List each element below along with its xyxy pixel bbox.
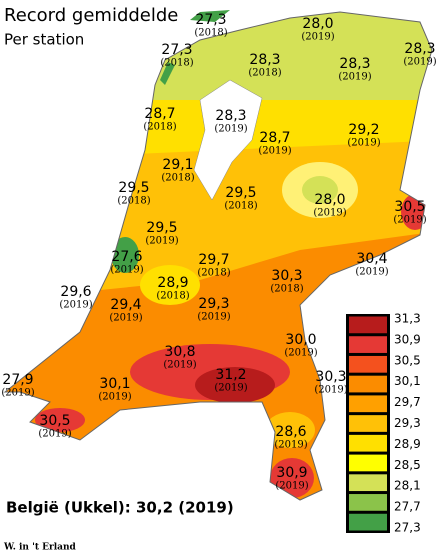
station-value: 28,3 [249, 52, 280, 68]
station-value: 27,9 [2, 372, 33, 388]
station-value: 29,6 [60, 284, 91, 300]
station-value: 29,5 [225, 185, 256, 201]
station-value: 28,0 [314, 192, 345, 208]
station-value: 30,0 [285, 332, 316, 348]
station-value: 29,4 [110, 297, 141, 313]
station-year: (2019) [214, 124, 247, 135]
station-year: (2019) [38, 429, 71, 440]
station-value: 28,0 [302, 16, 333, 32]
credit: W. in 't Erland [3, 543, 77, 553]
station-value: 28,7 [259, 130, 290, 146]
station-year: (2019) [275, 481, 308, 492]
station-year: (2019) [145, 236, 178, 247]
station-value: 31,2 [215, 367, 246, 383]
station-year: (2018) [161, 173, 194, 184]
station-value: 30,3 [315, 369, 346, 385]
station-value: 28,3 [215, 108, 246, 124]
legend-label: 29,3 [394, 416, 421, 430]
station-year: (2019) [274, 440, 307, 451]
station-year: (2018) [160, 58, 193, 69]
station-value: 29,2 [348, 122, 379, 138]
station-value: 27,3 [195, 12, 226, 28]
legend-label: 27,3 [394, 521, 421, 535]
station-year: (2019) [338, 72, 371, 83]
station-value: 28,6 [275, 424, 306, 440]
station-value: 29,5 [146, 220, 177, 236]
station-year: (2019) [59, 300, 92, 311]
station-year: (2019) [109, 313, 142, 324]
legend-label: 27,7 [394, 500, 421, 514]
station-value: 28,9 [157, 275, 188, 291]
legend-swatch [349, 415, 387, 432]
station-year: (2018) [270, 284, 303, 295]
station-value: 30,4 [356, 251, 387, 267]
station-year: (2019) [197, 312, 230, 323]
legend-label: 28,5 [394, 458, 421, 472]
station-value: 30,9 [276, 465, 307, 481]
legend-swatch [349, 395, 387, 413]
legend-swatch [349, 474, 387, 492]
station-value: 29,5 [118, 180, 149, 196]
station-value: 30,3 [271, 268, 302, 284]
station-year: (2019) [393, 215, 426, 226]
legend-swatch [349, 454, 387, 472]
legend-swatch [349, 316, 387, 334]
station-year: (2018) [197, 268, 230, 279]
belgium-note: België (Ukkel): 30,2 (2019) [6, 499, 234, 517]
station-year: (2019) [163, 360, 196, 371]
station-value: 28,3 [339, 56, 370, 72]
station-value: 29,7 [198, 252, 229, 268]
station-year: (2018) [156, 291, 189, 302]
legend-label: 28,1 [394, 479, 421, 493]
legend-swatch [349, 434, 387, 452]
station-value: 29,1 [162, 157, 193, 173]
station-value: 28,3 [404, 41, 435, 57]
legend: 31,3 30,9 30,5 30,1 29,7 29,3 28,9 28,5 28,1 27,7… [346, 312, 421, 535]
subtitle: Per station [4, 31, 84, 49]
station-value: 30,5 [394, 199, 425, 215]
station-year: (2019) [314, 385, 347, 396]
station-year: (2019) [110, 265, 143, 276]
border [3, 11, 433, 501]
station-year: (2018) [117, 196, 150, 207]
legend-swatch [349, 355, 387, 373]
station-year: (2019) [347, 138, 380, 149]
station-value: 30,8 [164, 344, 195, 360]
legend-label: 30,1 [394, 374, 421, 388]
station-year: (2019) [98, 392, 131, 403]
station-year: (2018) [143, 122, 176, 133]
station-year: (2019) [258, 146, 291, 157]
legend-label: 29,7 [394, 395, 421, 409]
station-year: (2019) [284, 348, 317, 359]
station-year: (2019) [214, 383, 247, 394]
station-value: 30,1 [99, 376, 130, 392]
station-value: 28,7 [144, 106, 175, 122]
station-year: (2019) [355, 267, 388, 278]
station-year: (2018) [194, 28, 227, 39]
station-year: (2019) [403, 57, 436, 68]
legend-label: 28,9 [394, 437, 421, 451]
station-value: 29,3 [198, 296, 229, 312]
islands [160, 10, 230, 85]
station-year: (2019) [313, 208, 346, 219]
station-year: (2018) [224, 201, 257, 212]
legend-label: 31,3 [394, 312, 421, 326]
station-year: (2019) [1, 388, 34, 399]
legend-label: 30,9 [394, 332, 421, 346]
stations: 27,3(2018)28,0(2019)28,3(2019)27,3(2018)… [1, 12, 436, 492]
legend-label: 30,5 [394, 353, 421, 367]
station-value: 27,6 [111, 249, 142, 265]
legend-swatch [349, 513, 387, 531]
station-value: 30,5 [39, 413, 70, 429]
station-value: 27,3 [161, 42, 192, 58]
station-year: (2019) [301, 32, 334, 43]
legend-swatch [349, 375, 387, 393]
legend-swatch [349, 494, 387, 511]
legend-swatch [349, 336, 387, 353]
title: Record gemiddelde [4, 5, 178, 26]
ijsselmeer [193, 79, 263, 201]
station-year: (2018) [248, 68, 281, 79]
